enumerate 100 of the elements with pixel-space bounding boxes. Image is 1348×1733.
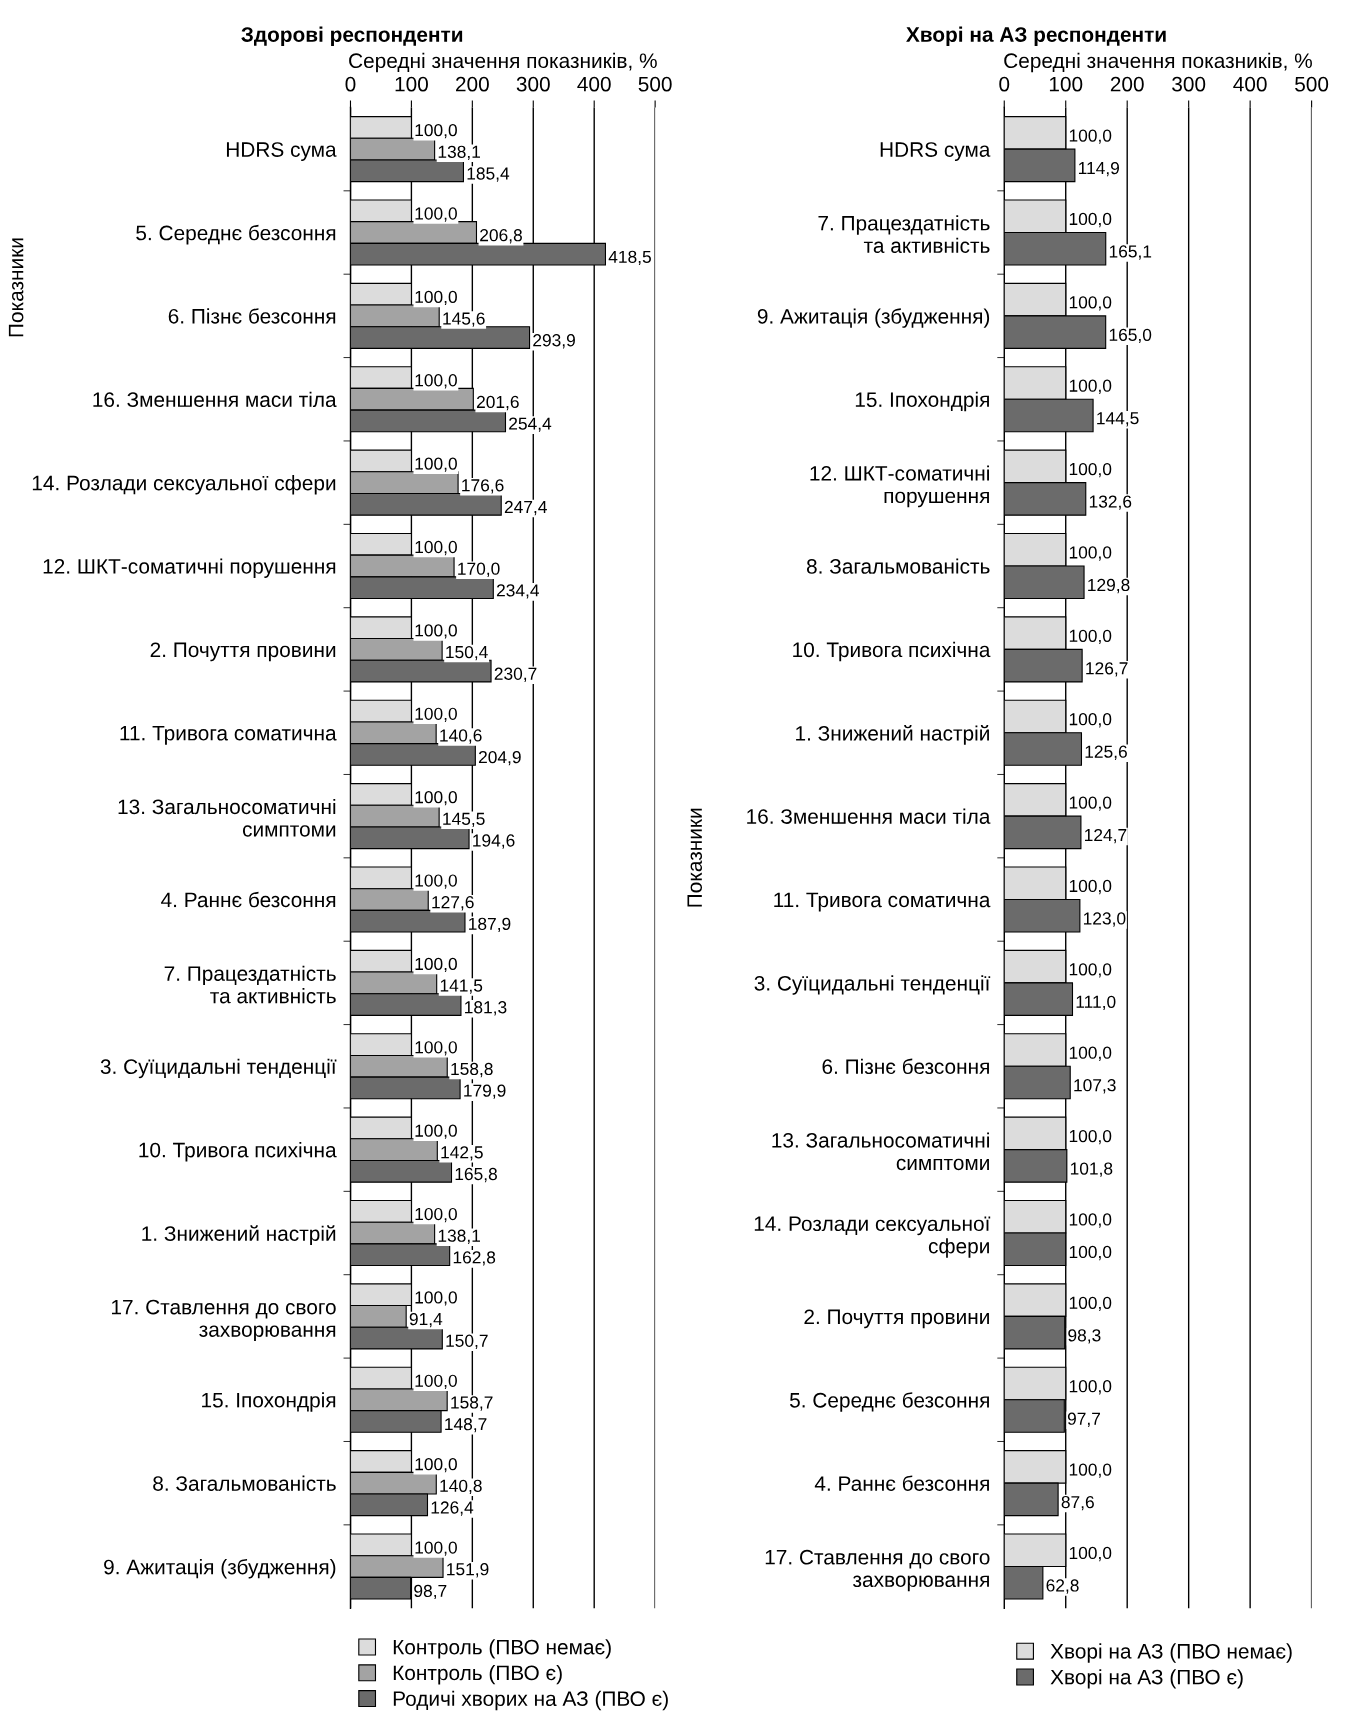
data-label: 100,0 — [415, 957, 457, 973]
y-tick-label: 17. Ставлення до свого захворювання — [112, 1299, 336, 1342]
data-label: 125,6 — [1085, 745, 1127, 760]
data-label: 100,0 — [1069, 1129, 1112, 1145]
y-tick-label: 10. Тривога психічна — [139, 1142, 337, 1162]
x-tick-label: 300 — [1172, 76, 1206, 92]
data-label: 100,0 — [1069, 129, 1112, 144]
data-label: 100,0 — [1069, 1245, 1112, 1261]
legend-label: Хворі на АЗ (ПВО є) — [1050, 1669, 1243, 1689]
y-tick-label: 7. Працездатність та активність — [164, 965, 336, 1004]
x-axis-title: Середні значення показників, % — [349, 52, 657, 73]
y-axis-title: Показники — [687, 808, 703, 907]
x-tick-label: 0 — [999, 76, 1010, 92]
data-label: 101,8 — [1070, 1162, 1113, 1177]
data-label: 100,0 — [1069, 796, 1112, 811]
data-label: 204,9 — [478, 750, 521, 766]
chart-title: Здорові респонденти — [241, 26, 463, 46]
data-label: 124,7 — [1085, 828, 1127, 844]
data-label: 254,4 — [509, 417, 552, 432]
data-label: 176,6 — [462, 479, 504, 494]
data-label: 127,6 — [432, 896, 474, 911]
data-label: 100,0 — [1069, 879, 1112, 895]
y-tick-label: 12. ШКТ-соматичні порушення — [810, 465, 989, 508]
y-tick-label: 4. Раннє безсоння — [814, 1475, 989, 1491]
data-label: 165,0 — [1109, 328, 1152, 344]
data-label: 100,0 — [415, 1291, 457, 1306]
x-tick-label: 200 — [1110, 76, 1144, 92]
data-label: 247,4 — [504, 500, 547, 516]
data-label: 100,0 — [1069, 1380, 1112, 1395]
data-label: 132,6 — [1089, 495, 1132, 510]
data-label: 234,4 — [496, 584, 540, 599]
x-tick-label: 200 — [456, 76, 489, 92]
data-label: 100,0 — [1069, 963, 1112, 978]
data-label: 100,0 — [415, 290, 457, 306]
data-label: 230,7 — [494, 667, 537, 682]
data-label: 100,0 — [1069, 546, 1112, 561]
y-tick-label: 2. Почуття провини — [150, 642, 336, 662]
y-tick-label: 17. Ставлення до свого захворювання — [765, 1549, 990, 1592]
data-label: 162,8 — [453, 1251, 496, 1266]
data-label: 100,0 — [415, 207, 457, 222]
chart-title: Хворі на АЗ респонденти — [906, 26, 1166, 46]
data-label: 100,0 — [1069, 296, 1112, 311]
data-label: 140,8 — [440, 1479, 482, 1495]
data-label: 126,7 — [1086, 662, 1128, 677]
y-tick-label: 12. ШКТ-соматичні порушення — [43, 558, 336, 578]
y-tick-label: 13. Загальносоматичні симптоми — [772, 1132, 989, 1171]
x-tick-label: 500 — [1295, 76, 1329, 92]
data-label: 293,9 — [533, 334, 575, 349]
x-tick-label: 400 — [577, 76, 611, 92]
data-label: 144,5 — [1097, 412, 1139, 427]
data-label: 194,6 — [473, 834, 515, 849]
y-axis-title: Показники — [8, 238, 24, 337]
data-label: 181,3 — [465, 1001, 507, 1016]
data-label: 91,4 — [409, 1312, 443, 1328]
legend-label: Родичі хворих на АЗ (ПВО є) — [393, 1690, 668, 1711]
y-tick-label: 1. Знижений настрій — [796, 725, 989, 745]
data-label: 100,0 — [415, 1041, 457, 1056]
data-label: 141,5 — [440, 979, 483, 994]
y-tick-label: HDRS сума — [226, 142, 337, 162]
data-label: 138,1 — [438, 1229, 480, 1244]
data-label: 100,0 — [1069, 1296, 1112, 1312]
data-label: 100,0 — [1069, 629, 1112, 645]
data-label: 100,0 — [415, 123, 457, 139]
x-tick-label: 500 — [638, 76, 672, 92]
y-tick-label: 8. Загальмованість — [806, 558, 990, 574]
data-label: 98,7 — [414, 1584, 447, 1600]
data-label: 100,0 — [415, 540, 457, 556]
data-label: 142,5 — [441, 1146, 483, 1161]
data-label: 107,3 — [1074, 1079, 1116, 1094]
data-label: 185,4 — [467, 167, 510, 182]
y-tick-label: 3. Суїцидальні тенденції — [100, 1058, 337, 1079]
y-tick-label: 15. Іпохондрія — [855, 391, 989, 412]
data-label: 187,9 — [469, 917, 511, 933]
data-label: 111,0 — [1076, 995, 1116, 1011]
y-tick-label: 9. Ажитація (збудження) — [104, 1558, 336, 1579]
y-tick-label: HDRS сума — [880, 142, 991, 162]
data-label: 100,0 — [415, 791, 457, 806]
data-label: 126,4 — [431, 1501, 474, 1516]
data-label: 170,0 — [458, 562, 500, 577]
y-tick-label: 16. Зменшення маси тіла — [93, 391, 337, 408]
data-label: 100,0 — [1069, 1463, 1112, 1478]
legend-label: Хворі на АЗ (ПВО немає) — [1050, 1643, 1292, 1663]
y-tick-label: 6. Пізнє безсоння — [822, 1058, 989, 1075]
y-tick-label: 13. Загальносоматичні симптоми — [118, 798, 336, 837]
data-label: 100,0 — [415, 624, 457, 639]
data-label: 179,9 — [464, 1084, 506, 1099]
data-label: 100,0 — [1069, 1213, 1112, 1228]
data-label: 206,8 — [480, 229, 522, 244]
y-tick-label: 14. Розлади сексуальної сфери — [32, 475, 336, 495]
y-tick-label: 5. Середнє безсоння — [136, 224, 336, 245]
data-label: 418,5 — [608, 250, 651, 266]
data-label: 140,6 — [440, 729, 482, 744]
data-label: 123,0 — [1083, 912, 1126, 927]
data-label: 114,9 — [1078, 161, 1120, 177]
y-tick-label: 3. Суїцидальні тенденції — [754, 975, 991, 995]
data-label: 138,1 — [438, 145, 480, 161]
x-tick-label: 400 — [1233, 76, 1267, 92]
data-label: 129,8 — [1088, 578, 1130, 594]
y-tick-label: 8. Загальмованість — [153, 1475, 336, 1491]
data-label: 201,6 — [476, 395, 519, 411]
